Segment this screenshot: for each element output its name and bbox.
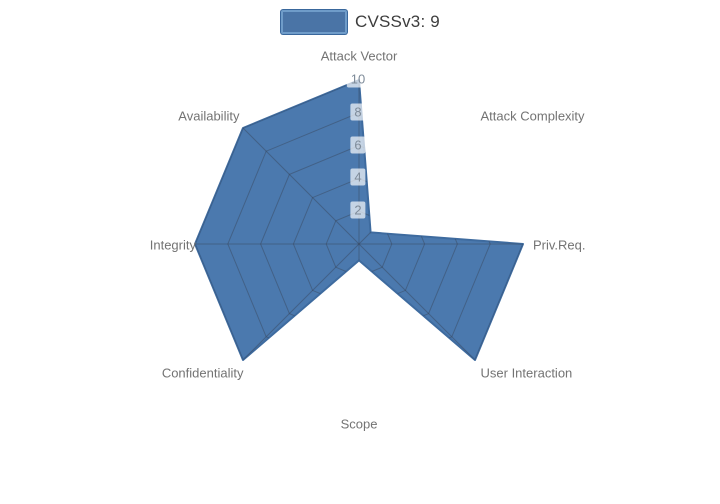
radial-tick-4: 4 (350, 168, 366, 186)
axis-label-availability: Availability (178, 108, 240, 124)
axis-label-attack-complexity: Attack Complexity (480, 108, 585, 124)
data-area-cvssv3[interactable] (194, 79, 524, 361)
axis-label-attack-vector: Attack Vector (320, 48, 398, 64)
axis-label-integrity: Integrity (149, 237, 196, 253)
legend-label: CVSSv3: 9 (355, 12, 440, 31)
grid-spoke (358, 243, 476, 360)
axis-label-confidentiality: Confidentiality (161, 365, 244, 381)
axis-label-priv-req: Priv.Req. (533, 237, 586, 253)
radar-grid (195, 80, 523, 360)
radial-tick-8: 8 (350, 103, 366, 121)
radial-tick-10: 10 (346, 70, 370, 88)
axis-label-user-interaction: User Interaction (480, 365, 573, 381)
axis-label-scope: Scope (340, 416, 378, 432)
grid-spoke (242, 243, 360, 360)
radial-tick-6: 6 (350, 136, 366, 154)
legend-item-cvssv3[interactable]: CVSSv3: 9 (281, 10, 440, 34)
radial-tick-2: 2 (350, 201, 366, 219)
grid-spoke (242, 127, 360, 245)
legend-swatch (281, 10, 347, 34)
grid-spoke (358, 127, 476, 245)
